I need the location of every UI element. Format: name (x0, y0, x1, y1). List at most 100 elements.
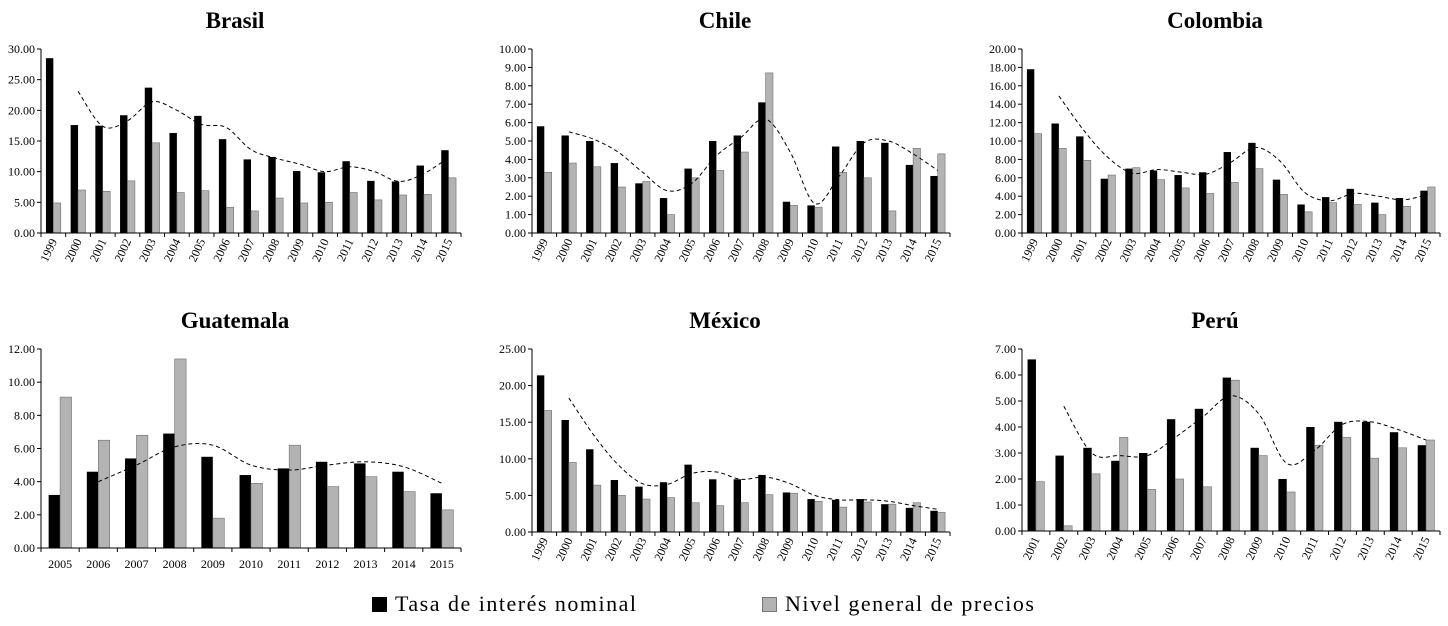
bar-price (403, 491, 416, 549)
x-tick-label: 2007 (1215, 236, 1238, 264)
chart-panel-3: Guatemala 0.00 2.00 4.00 6.00 8.00 10.00 12.00 2… (8, 308, 462, 571)
bar-price (642, 181, 651, 234)
x-tick-label: 2011 (1299, 534, 1322, 561)
bar-price (1147, 489, 1157, 532)
chart-canvas: Brasil 0.00 5.00 10.00 15.00 20.00 25.00 30.00 1… (8, 8, 1441, 571)
x-tick-label: 2010 (239, 557, 263, 571)
y-tick-label: 5.00 (505, 488, 526, 502)
bar-price (127, 180, 136, 234)
x-tick-label: 2005 (48, 557, 72, 571)
x-tick-label: 2014 (392, 557, 416, 571)
bar-price (666, 497, 675, 533)
y-tick-label: 12.00 (8, 342, 35, 356)
bar-price (327, 486, 340, 549)
x-tick-label: 2006 (1159, 534, 1182, 562)
x-tick-label: 2008 (1239, 236, 1262, 264)
x-tick-label: 2015 (433, 236, 456, 264)
bar-price (349, 192, 358, 234)
y-tick-label: 25.00 (8, 73, 35, 87)
bar-price (617, 495, 626, 533)
y-tick-label: 0.00 (14, 226, 35, 240)
y-tick-label: 5.00 (505, 134, 526, 148)
bar-price (863, 501, 872, 533)
bar-rate (1297, 204, 1305, 233)
bar-price (642, 498, 651, 533)
bar-rate (536, 375, 545, 532)
x-tick-label: 2009 (1243, 534, 1266, 562)
bar-rate (684, 464, 692, 532)
x-tick-label: 2013 (1362, 236, 1385, 264)
bar-rate (831, 499, 840, 532)
chart-title: México (689, 308, 761, 333)
x-tick-label: 2003 (627, 535, 650, 563)
y-tick-label: 4.00 (14, 475, 35, 489)
chart-panel-0: Brasil 0.00 5.00 10.00 15.00 20.00 25.00 30.00 1… (8, 8, 462, 264)
bar-rate (1139, 453, 1148, 531)
y-tick-label: 7.00 (505, 97, 526, 111)
bar-price (201, 190, 210, 234)
bar-rate (1194, 408, 1204, 531)
bar-rate (659, 482, 668, 532)
bar-price (136, 434, 149, 549)
legend-swatch-price (762, 596, 777, 612)
bar-price (1425, 439, 1435, 532)
bar-rate (317, 172, 326, 233)
bar-rate (45, 58, 54, 234)
bar-price (1255, 168, 1264, 234)
bar-price (789, 492, 798, 533)
y-tick-label: 7.00 (995, 342, 1016, 356)
bar-price (441, 509, 454, 549)
bar-rate (905, 507, 914, 532)
bar-rate (1417, 445, 1427, 531)
bar-price (53, 202, 62, 234)
chart-panel-2: Colombia 0.00 2.00 4.00 6.00 8.00 10.00 12.00 14… (989, 8, 1441, 264)
x-tick-label: 2001 (1067, 236, 1090, 264)
y-tick-label: 10.00 (8, 165, 35, 179)
bar-rate (1027, 359, 1036, 531)
y-tick-label: 4.00 (995, 420, 1016, 434)
trend-line (1058, 95, 1428, 202)
trend-line (568, 118, 938, 205)
legend-item-rate: Tasa de interés nominal (372, 591, 638, 617)
bar-price (543, 171, 552, 234)
bar-rate (243, 159, 251, 233)
bar-rate (881, 504, 889, 532)
bar-rate (733, 479, 741, 532)
bar-price (151, 142, 160, 234)
bar-price (1091, 473, 1101, 532)
y-tick-label: 0.00 (995, 226, 1016, 240)
x-tick-label: 2006 (210, 236, 233, 264)
x-tick-label: 2013 (1354, 534, 1377, 562)
x-tick-label: 2009 (774, 535, 797, 563)
bar-price (1206, 193, 1215, 234)
bar-price (1329, 202, 1338, 234)
x-tick-label: 1999 (528, 535, 551, 563)
x-tick-label: 2007 (1187, 534, 1210, 562)
bar-rate (1306, 427, 1315, 531)
bar-rate (315, 461, 328, 548)
legend-swatch-rate (372, 596, 387, 612)
bar-rate (1420, 190, 1428, 233)
y-tick-label: 10.00 (499, 452, 526, 466)
x-tick-label: 2003 (136, 236, 159, 264)
bar-price (814, 500, 823, 533)
y-tick-label: 10.00 (989, 134, 1016, 148)
x-tick-label: 2009 (1264, 236, 1287, 264)
x-tick-label: 2010 (309, 236, 332, 264)
y-tick-label: 8.00 (995, 152, 1016, 166)
x-tick-label: 2015 (1412, 236, 1435, 264)
bar-rate (684, 168, 692, 233)
y-tick-label: 30.00 (8, 42, 35, 56)
bar-rate (169, 133, 177, 233)
bar-price (888, 503, 897, 533)
bar-rate (416, 165, 424, 233)
bar-price (617, 186, 626, 234)
bar-price (1427, 186, 1436, 234)
bar-price (1156, 179, 1165, 234)
y-tick-label: 0.00 (505, 525, 526, 539)
chart-panel-5: Perú 0.00 1.00 2.00 3.00 4.00 5.00 6.00 7.00 2001… (995, 308, 1441, 562)
trend-line (77, 91, 449, 182)
bar-rate (610, 163, 619, 233)
y-tick-label: 0.00 (995, 524, 1016, 538)
x-tick-label: 2007 (725, 535, 748, 563)
